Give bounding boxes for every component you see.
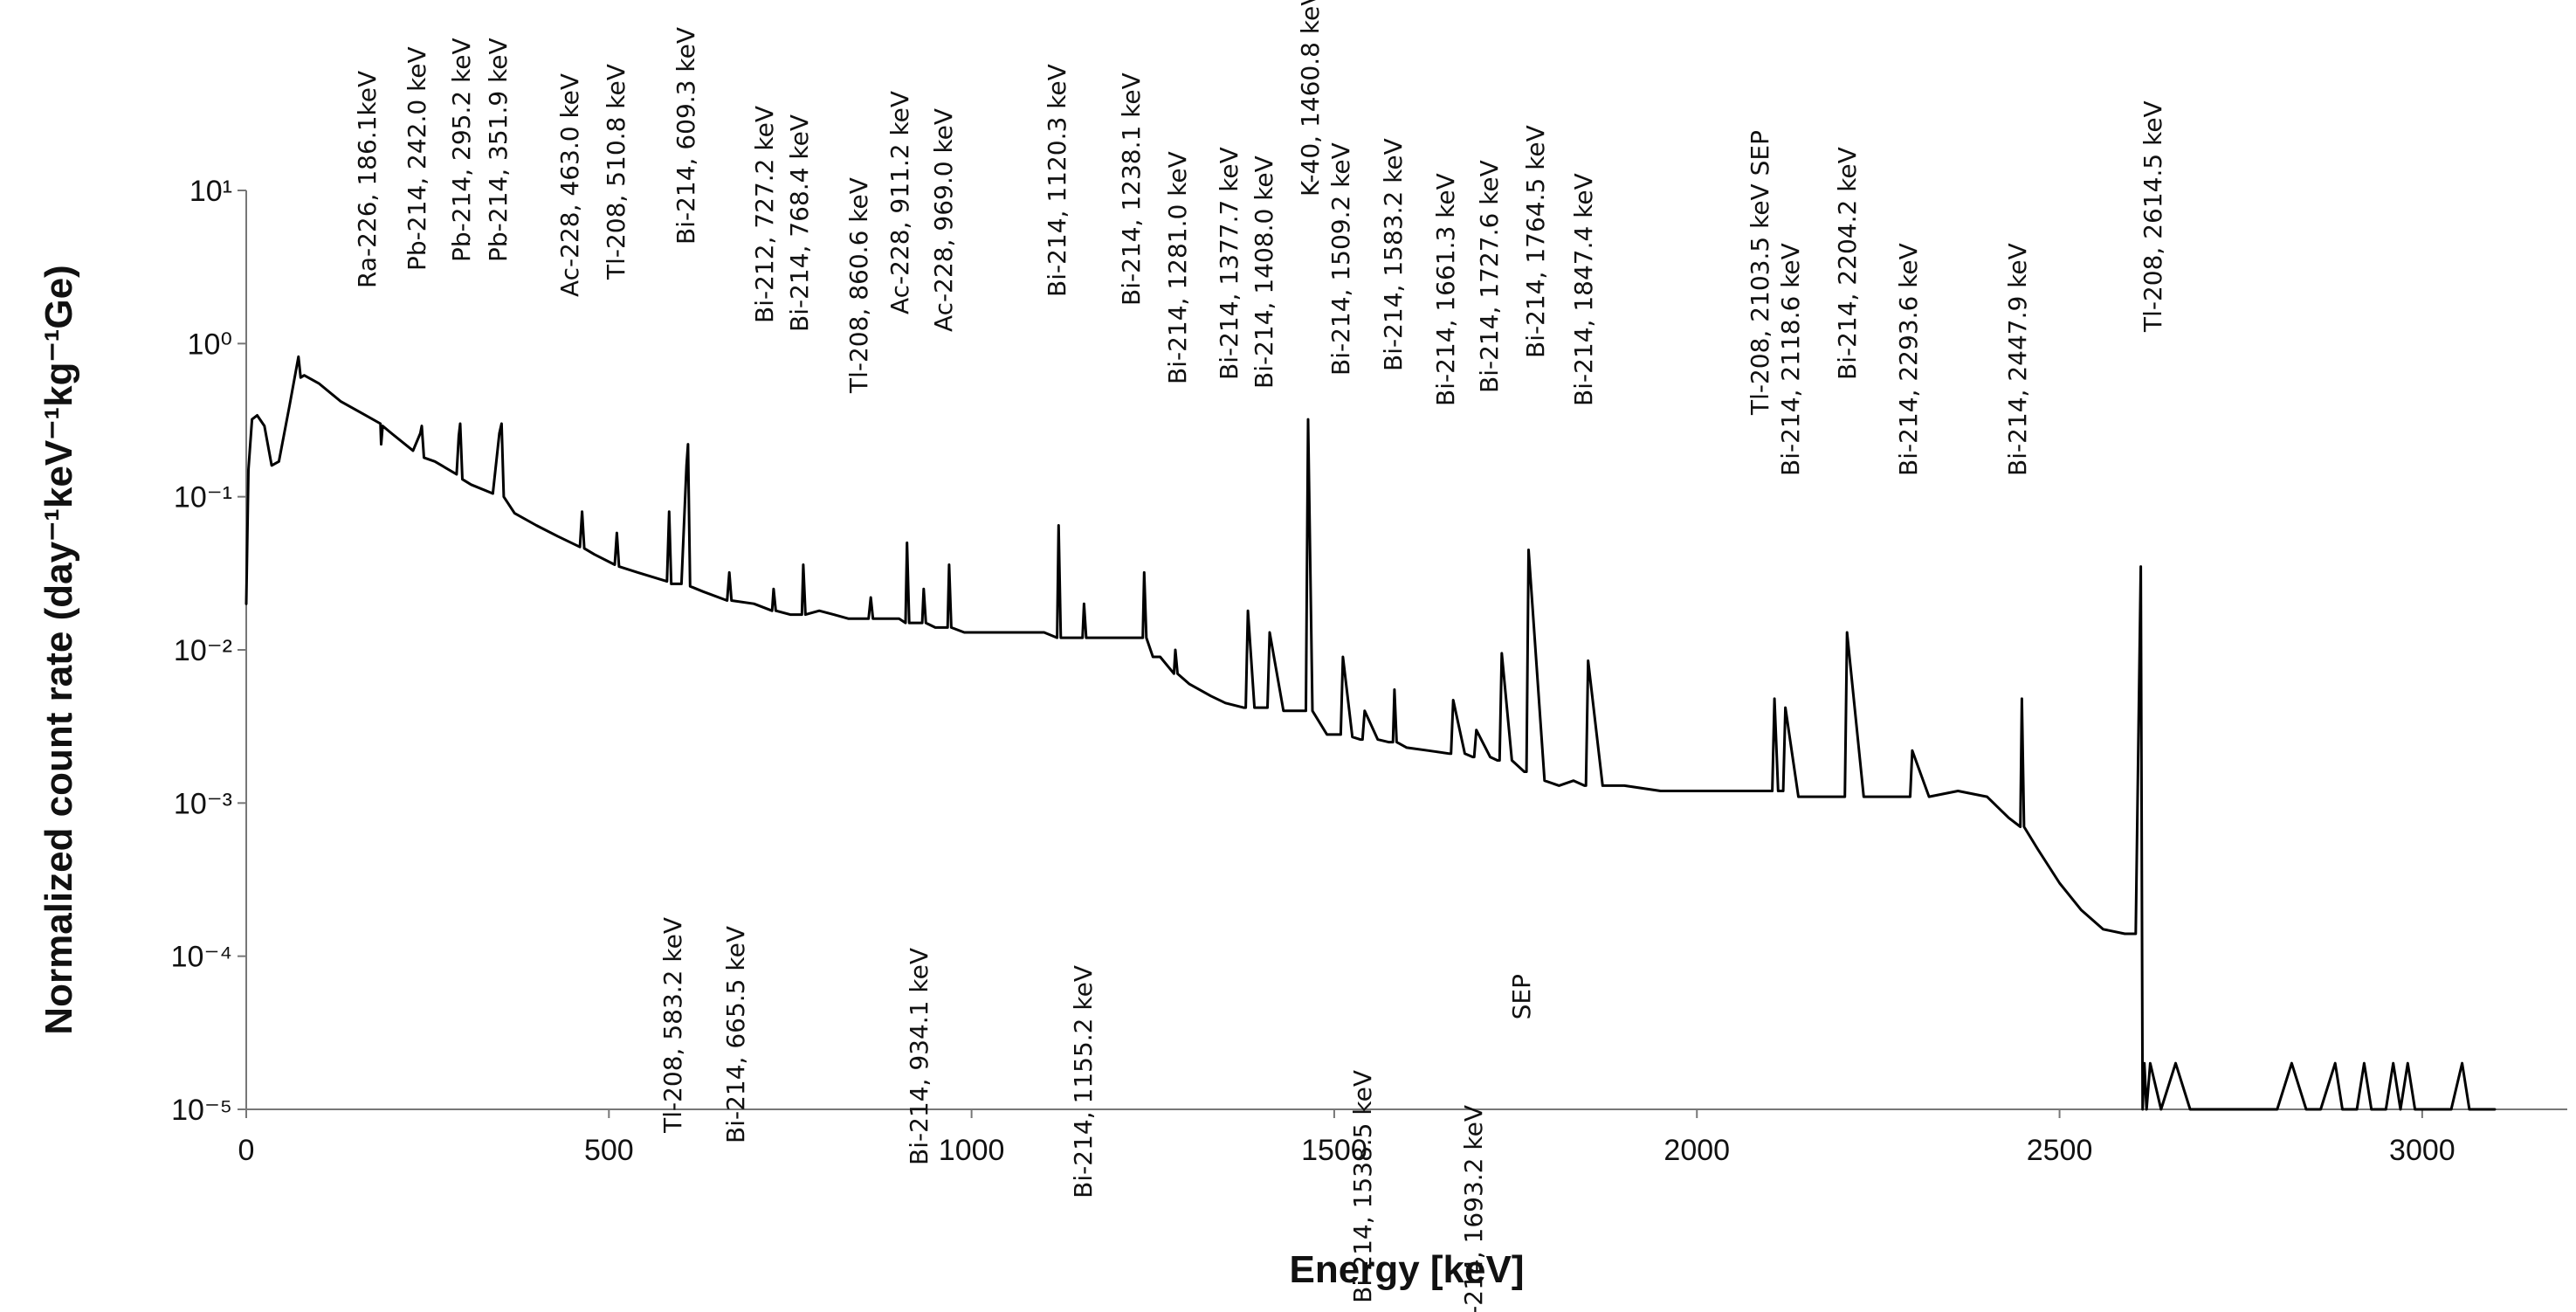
peak-label: Bi-214, 609.3 keV: [672, 27, 700, 245]
peak-label: Tl-208, 510.8 keV: [602, 64, 630, 280]
x-tick-label: 500: [584, 1134, 634, 1167]
peak-label: Bi-214, 1120.3 keV: [1043, 64, 1071, 297]
peak-label: Bi-214, 1764.5 keV: [1521, 125, 1550, 358]
axes-layer: 0 500 1000 1500 2000 2500 3000 10⁻⁵ 10⁻⁴ 10⁻³ 10⁻²…: [38, 175, 2567, 1291]
x-tick-label: 2500: [2027, 1134, 2093, 1167]
peak-label: K-40, 1460.8 keV: [1296, 0, 1325, 197]
peak-label: Bi-214, 1661.3 keV: [1431, 173, 1460, 406]
peak-label: Bi-214, 1693.2 keV: [1459, 1105, 1488, 1312]
y-tick-label: 10⁰: [188, 328, 232, 361]
x-tick-label: 2000: [1663, 1134, 1730, 1167]
peak-label: Ac-228, 911.2 keV: [885, 91, 914, 314]
peak-label: Pb-214, 295.2 keV: [447, 38, 476, 262]
peak-label: Bi-214, 1238.1 keV: [1117, 73, 1146, 306]
peak-label: Ac-228, 463.0 keV: [555, 73, 584, 297]
x-tick-label: 1000: [939, 1134, 1005, 1167]
peak-label: Bi-214, 1727.6 keV: [1475, 160, 1504, 393]
y-tick-label: 10⁻¹: [174, 481, 232, 514]
peak-label: Pb-214, 242.0 keV: [403, 46, 431, 271]
x-tick-label: 1500: [1301, 1134, 1367, 1167]
y-tick-label: 10⁻⁴: [171, 941, 232, 974]
peak-label: Bi-214, 1281.0 keV: [1163, 151, 1192, 384]
peak-label: Bi-214, 2447.9 keV: [2003, 243, 2032, 476]
peak-label: Tl-208, 2614.5 keV: [2139, 100, 2167, 333]
peak-label: SEP: [1507, 974, 1536, 1019]
peak-label: Bi-214, 2293.6 keV: [1894, 243, 1923, 476]
peak-label: Bi-214, 768.4 keV: [785, 114, 814, 332]
peak-label: Ac-228, 969.0 keV: [929, 108, 958, 332]
y-tick-label: 10⁻⁵: [171, 1094, 232, 1127]
labels-layer: Ra-226, 186.1keV Pb-214, 242.0 keV Pb-214,…: [353, 0, 2167, 1312]
peak-label: Bi-214, 1509.2 keV: [1326, 142, 1355, 376]
peak-label: Bi-214, 1538.5 keV: [1348, 1070, 1377, 1303]
series-line: [245, 355, 2497, 1111]
y-tick-label: 10⁻²: [174, 634, 232, 667]
peak-label: Bi-212, 727.2 keV: [750, 106, 779, 323]
x-tick-label: 3000: [2389, 1134, 2455, 1167]
x-tick-label: 0: [238, 1134, 255, 1167]
peak-label: Bi-214, 665.5 keV: [721, 926, 750, 1143]
peak-label: Tl-208, 860.6 keV: [844, 177, 873, 394]
peak-label: Bi-214, 2118.6 keV: [1776, 243, 1805, 476]
peak-label: Bi-214, 1583.2 keV: [1379, 138, 1408, 371]
x-axis-title: Energy [keV]: [1290, 1248, 1525, 1291]
peak-label: Pb-214, 351.9 keV: [484, 38, 513, 262]
peak-label: Bi-214, 1155.2 keV: [1069, 965, 1098, 1198]
peak-label: Bi-214, 1847.4 keV: [1569, 173, 1598, 406]
peak-label: Bi-214, 1377.7 keV: [1215, 147, 1243, 380]
peak-label: Bi-214, 1408.0 keV: [1250, 155, 1278, 389]
peak-label: Ra-226, 186.1keV: [353, 71, 382, 288]
peak-label: Tl-208, 583.2 keV: [658, 917, 687, 1134]
series-layer: [245, 355, 2497, 1111]
peak-label: Bi-214, 2204.2 keV: [1833, 147, 1862, 380]
y-tick-label: 10⁻³: [174, 787, 232, 820]
peak-label: Tl-208, 2103.5 keV SEP: [1746, 130, 1774, 416]
peak-label: Bi-214, 934.1 keV: [905, 948, 933, 1165]
y-tick-label: 10¹: [189, 175, 232, 208]
y-axis-title: Normalized count rate (day⁻¹keV⁻¹kg⁻¹Ge): [38, 265, 80, 1034]
